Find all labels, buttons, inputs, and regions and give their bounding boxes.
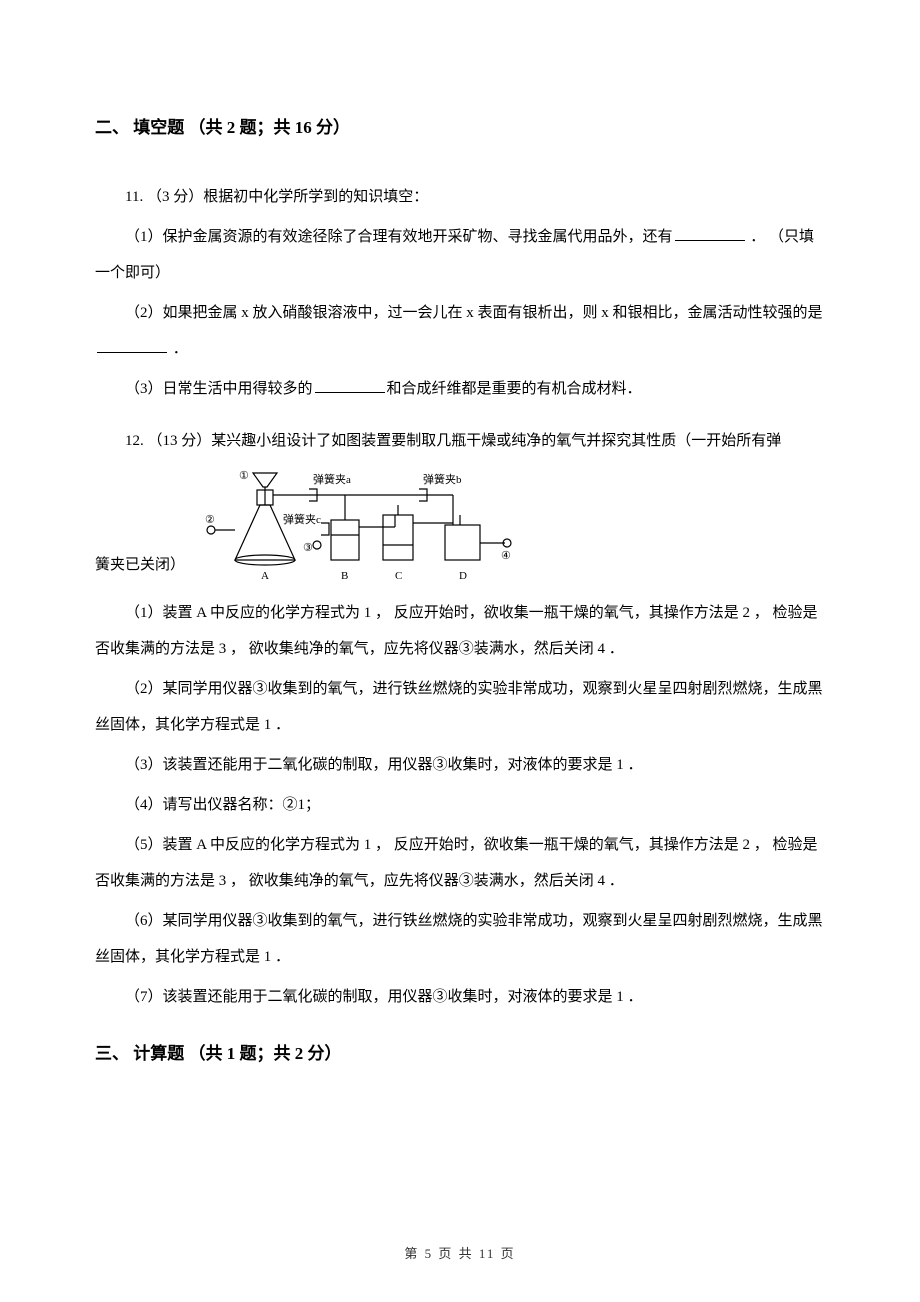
blank-field bbox=[675, 226, 745, 241]
q11-sub3: （3）日常生活中用得较多的 和合成纤维都是重要的有机合成材料． bbox=[95, 371, 825, 407]
apparatus-svg: 弹簧夹a 弹簧夹b 弹簧夹c ① ② ③ ④ A B C D bbox=[205, 465, 515, 585]
question-11: 11. （3 分）根据初中化学所学到的知识填空： （1）保护金属资源的有效途径除… bbox=[95, 179, 825, 407]
q12-leading-after-figure: 簧夹已关闭） bbox=[95, 547, 185, 585]
q12-sub5: （5）装置 A 中反应的化学方程式为 1 ， 反应开始时，欲收集一瓶干燥的氧气，… bbox=[95, 827, 825, 899]
section-2-heading: 二、 填空题 （共 2 题；共 16 分） bbox=[95, 115, 825, 141]
q12-sub4: （4）请写出仪器名称：②1； bbox=[95, 787, 825, 823]
blank-field bbox=[97, 338, 167, 353]
label-clamp-b: 弹簧夹b bbox=[423, 472, 462, 486]
label-circ1: ① bbox=[239, 470, 249, 482]
label-C: C bbox=[395, 570, 402, 582]
label-clamp-c: 弹簧夹c bbox=[283, 512, 321, 526]
q11-sub1-pre: （1）保护金属资源的有效途径除了合理有效地开采矿物、寻找金属代用品外，还有 bbox=[125, 229, 673, 245]
q12-figure-row: 簧夹已关闭） bbox=[95, 465, 825, 585]
q11-intro: 11. （3 分）根据初中化学所学到的知识填空： bbox=[95, 179, 825, 215]
label-circ2: ② bbox=[205, 514, 215, 526]
label-A: A bbox=[261, 570, 269, 582]
blank-field bbox=[315, 378, 385, 393]
q11-sub2-post: ． bbox=[169, 341, 188, 357]
label-circ3: ③ bbox=[303, 542, 313, 554]
section-3-heading: 三、 计算题 （共 1 题；共 2 分） bbox=[95, 1041, 825, 1067]
q11-sub2-pre: （2）如果把金属 x 放入硝酸银溶液中，过一会儿在 x 表面有银析出，则 x 和… bbox=[125, 305, 823, 321]
label-circ4: ④ bbox=[501, 550, 511, 562]
q11-sub1: （1）保护金属资源的有效途径除了合理有效地开采矿物、寻找金属代用品外，还有 ． … bbox=[95, 219, 825, 291]
q12-sub1: （1）装置 A 中反应的化学方程式为 1 ， 反应开始时，欲收集一瓶干燥的氧气，… bbox=[95, 595, 825, 667]
q11-sub3-post: 和合成纤维都是重要的有机合成材料． bbox=[387, 381, 642, 397]
q11-sub2: （2）如果把金属 x 放入硝酸银溶液中，过一会儿在 x 表面有银析出，则 x 和… bbox=[95, 295, 825, 367]
label-B: B bbox=[341, 570, 348, 582]
label-D: D bbox=[459, 570, 467, 582]
q12-sub3: （3）该装置还能用于二氧化碳的制取，用仪器③收集时，对液体的要求是 1 ． bbox=[95, 747, 825, 783]
q11-sub3-pre: （3）日常生活中用得较多的 bbox=[125, 381, 313, 397]
label-clamp-a: 弹簧夹a bbox=[313, 472, 351, 486]
page-footer: 第 5 页 共 11 页 bbox=[0, 1243, 920, 1262]
q12-sub7: （7）该装置还能用于二氧化碳的制取，用仪器③收集时，对液体的要求是 1 ． bbox=[95, 979, 825, 1015]
q12-sub6: （6）某同学用仪器③收集到的氧气，进行铁丝燃烧的实验非常成功，观察到火星呈四射剧… bbox=[95, 903, 825, 975]
q12-sub2: （2）某同学用仪器③收集到的氧气，进行铁丝燃烧的实验非常成功，观察到火星呈四射剧… bbox=[95, 671, 825, 743]
q12-intro: 12. （13 分）某兴趣小组设计了如图装置要制取几瓶干燥或纯净的氧气并探究其性… bbox=[95, 423, 825, 459]
question-12: 12. （13 分）某兴趣小组设计了如图装置要制取几瓶干燥或纯净的氧气并探究其性… bbox=[95, 423, 825, 1015]
apparatus-figure: 弹簧夹a 弹簧夹b 弹簧夹c ① ② ③ ④ A B C D bbox=[205, 465, 515, 585]
